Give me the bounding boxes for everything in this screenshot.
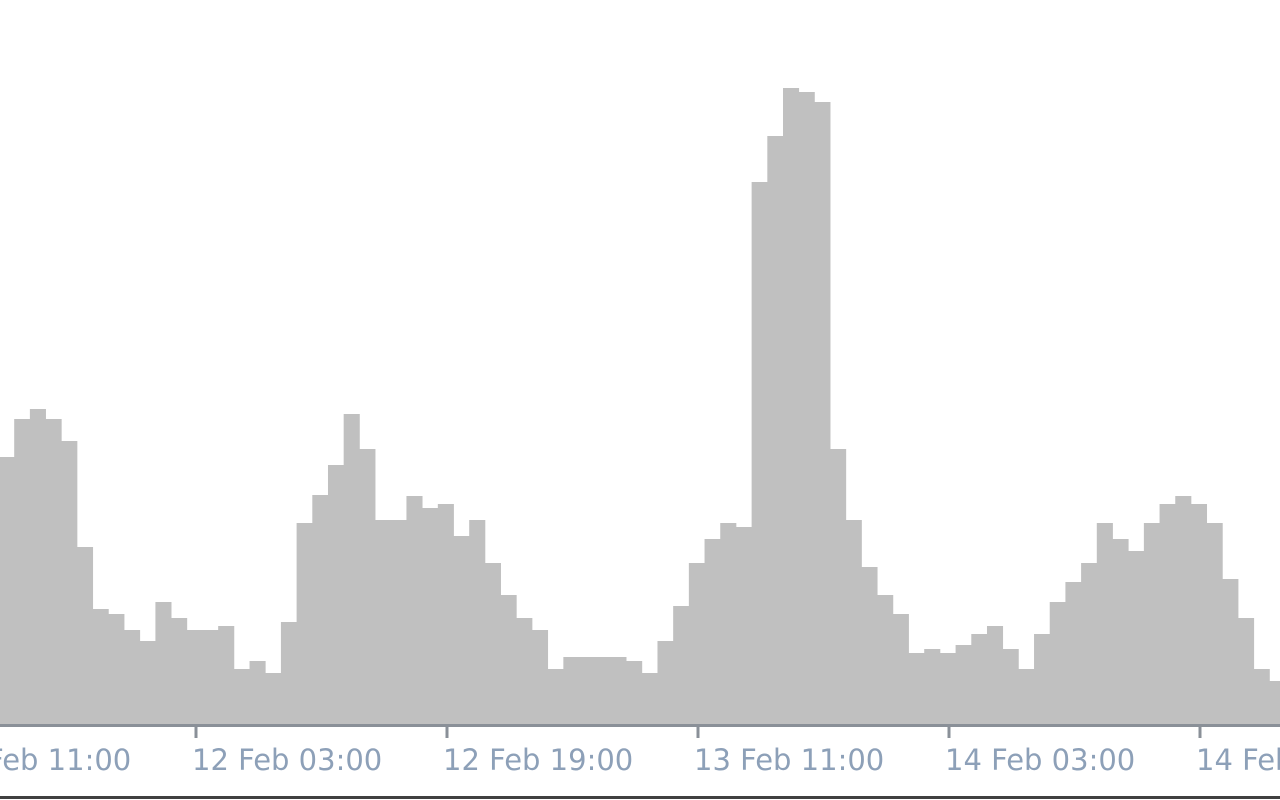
- bar: [735, 527, 753, 724]
- bar: [61, 441, 78, 724]
- bar: [1018, 669, 1035, 724]
- bar: [327, 465, 345, 724]
- bar: [233, 669, 250, 724]
- x-tick-label: 11 Feb 11:00: [0, 743, 131, 777]
- bar: [29, 409, 46, 724]
- bar: [1128, 551, 1145, 724]
- bar: [171, 618, 188, 724]
- bar: [594, 657, 611, 724]
- bar: [0, 457, 15, 724]
- bar: [45, 419, 62, 724]
- bar: [955, 645, 972, 724]
- bar: [1190, 504, 1208, 724]
- x-tick-label: 14 Feb 03:00: [945, 743, 1135, 777]
- bar: [1143, 523, 1160, 724]
- bar: [986, 626, 1004, 724]
- bar: [547, 669, 564, 724]
- bar: [720, 523, 737, 724]
- bar: [218, 626, 235, 724]
- bar: [704, 539, 721, 724]
- bar: [453, 536, 470, 724]
- bar: [908, 653, 925, 724]
- bar: [500, 595, 517, 724]
- bar: [1049, 602, 1066, 724]
- bar: [124, 630, 141, 724]
- bar: [751, 182, 768, 724]
- bar: [249, 661, 266, 724]
- bar: [155, 602, 172, 724]
- bar: [1253, 669, 1270, 724]
- bar: [673, 606, 690, 724]
- bar: [422, 508, 439, 724]
- bar: [1065, 582, 1082, 724]
- bar: [1096, 523, 1113, 724]
- bar: [516, 618, 533, 724]
- bar: [688, 563, 705, 724]
- bar: [531, 630, 549, 724]
- bar: [563, 657, 580, 724]
- bar: [76, 547, 94, 724]
- bar: [1238, 618, 1255, 724]
- bar: [1222, 579, 1239, 724]
- bar: [1081, 563, 1098, 724]
- bar: [830, 449, 847, 724]
- bar: [767, 136, 784, 724]
- bar: [14, 419, 31, 724]
- x-tick-label: 12 Feb 03:00: [192, 743, 382, 777]
- bar: [1112, 539, 1129, 724]
- bar: [971, 634, 988, 724]
- bar: [1269, 681, 1280, 724]
- bar: [484, 563, 501, 724]
- bar: [108, 614, 125, 724]
- bar: [186, 630, 203, 724]
- bar: [343, 414, 360, 724]
- bar: [783, 88, 800, 724]
- bar: [641, 673, 658, 724]
- bar: [469, 520, 486, 724]
- x-tick-label: 14 Feb 19:00: [1196, 743, 1280, 777]
- bar: [814, 102, 831, 724]
- bar: [579, 657, 596, 724]
- bar: [139, 641, 156, 724]
- bar: [202, 630, 219, 724]
- bar: [798, 92, 815, 724]
- bar: [845, 520, 862, 724]
- bar: [312, 495, 329, 724]
- bar: [280, 622, 298, 724]
- bar: [1159, 504, 1176, 724]
- bar: [939, 653, 956, 724]
- bar: [626, 661, 643, 724]
- x-tick-label: 13 Feb 11:00: [694, 743, 884, 777]
- bar: [296, 523, 313, 724]
- bar: [406, 496, 423, 724]
- bar: [390, 520, 407, 724]
- bar: [437, 504, 454, 724]
- bar: [877, 595, 894, 724]
- bar: [359, 449, 376, 724]
- x-tick-label: 12 Feb 19:00: [443, 743, 633, 777]
- bar: [861, 567, 878, 724]
- bar: [1002, 649, 1019, 724]
- bar: [1034, 634, 1051, 724]
- bar: [892, 614, 909, 724]
- bar: [657, 641, 674, 724]
- bar: [924, 649, 941, 724]
- bar: [610, 657, 627, 724]
- bar: [375, 520, 392, 724]
- bar: [1206, 523, 1223, 724]
- bar: [92, 609, 109, 724]
- bar: [265, 673, 282, 724]
- bar: [1175, 496, 1192, 724]
